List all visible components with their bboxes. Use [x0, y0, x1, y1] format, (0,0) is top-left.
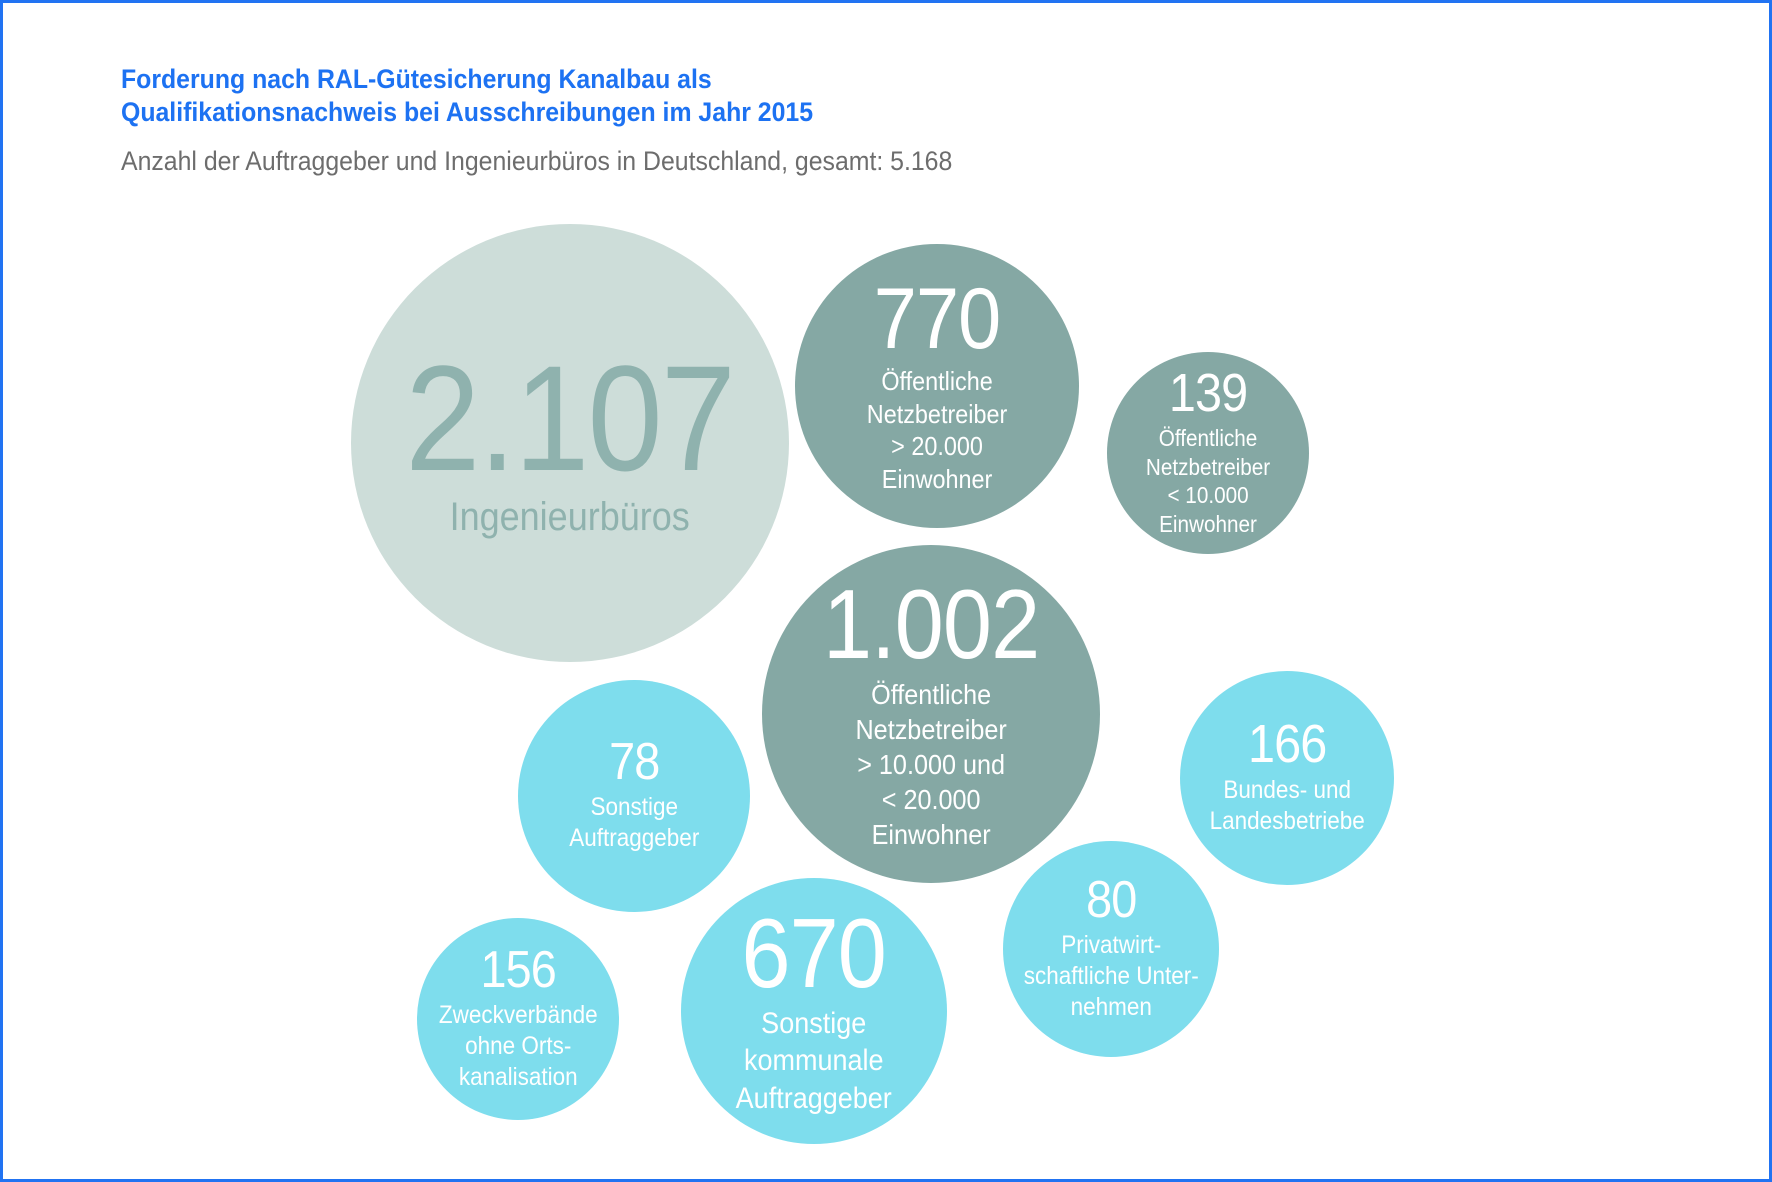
- bubble-value: 139: [1168, 363, 1248, 424]
- chart-subtitle: Anzahl der Auftraggeber und Ingenieurbür…: [121, 146, 953, 176]
- bubble-netzbetreiber-lt-10000: 139 Öffentliche Netzbetreiber < 10.000 E…: [1107, 352, 1309, 554]
- bubble-zweckverbaende: 156 Zweckverbände ohne Orts- kanalisatio…: [417, 918, 619, 1120]
- bubble-label: Privatwirt- schaftliche Unter- nehmen: [1023, 930, 1199, 1022]
- bubble-label: Öffentliche Netzbetreiber > 10.000 und <…: [855, 678, 1007, 850]
- bubble-content: 139 Öffentliche Netzbetreiber < 10.000 E…: [1145, 363, 1271, 539]
- chart-title-line2: Qualifikationsnachweis bei Ausschreibung…: [121, 97, 814, 127]
- bubble-value: 78: [608, 733, 660, 792]
- bubble-value: 156: [480, 940, 556, 999]
- bubble-content: 156 Zweckverbände ohne Orts- kanalisatio…: [438, 940, 598, 1094]
- bubble-label: Ingenieurbüros: [449, 494, 691, 539]
- bubble-value: 670: [741, 897, 887, 1008]
- bubble-content: 80 Privatwirt- schaftliche Unter- nehmen: [1023, 870, 1199, 1024]
- bubble-netzbetreiber-10000-20000: 1.002 Öffentliche Netzbetreiber > 10.000…: [762, 545, 1100, 883]
- bubble-value: 80: [1085, 870, 1137, 929]
- bubble-value: 2.107: [405, 333, 737, 502]
- bubble-ingenieurbueros: 2.107 Ingenieurbüros: [351, 224, 789, 662]
- bubble-privatwirtschaftliche-unternehmen: 80 Privatwirt- schaftliche Unter- nehmen: [1003, 841, 1219, 1057]
- chart-title-line1: Forderung nach RAL-Gütesicherung Kanalba…: [121, 64, 712, 94]
- bubble-netzbetreiber-gt-20000: 770 Öffentliche Netzbetreiber > 20.000 E…: [795, 244, 1079, 528]
- bubble-content: 2.107 Ingenieurbüros: [405, 333, 737, 542]
- bubble-value: 1.002: [822, 569, 1040, 680]
- bubble-label: Öffentliche Netzbetreiber < 10.000 Einwo…: [1145, 424, 1271, 538]
- bubble-value: 166: [1247, 714, 1327, 775]
- bubble-label: Bundes- und Landesbetriebe: [1209, 776, 1365, 836]
- bubble-content: 166 Bundes- und Landesbetriebe: [1209, 714, 1365, 837]
- bubble-label: Sonstige Auftraggeber: [568, 793, 700, 853]
- bubble-label: Öffentliche Netzbetreiber > 20.000 Einwo…: [866, 366, 1008, 494]
- bubble-content: 670 Sonstige kommunale Auftraggeber: [735, 897, 893, 1118]
- chart-title: Forderung nach RAL-Gütesicherung Kanalba…: [121, 63, 873, 129]
- bubble-label: Zweckverbände ohne Orts- kanalisation: [438, 1000, 598, 1092]
- bubble-content: 78 Sonstige Auftraggeber: [568, 733, 700, 854]
- bubble-value: 770: [873, 270, 1001, 367]
- bubble-content: 1.002 Öffentliche Netzbetreiber > 10.000…: [822, 569, 1040, 851]
- bubble-sonstige-auftraggeber: 78 Sonstige Auftraggeber: [518, 680, 750, 912]
- bubble-content: 770 Öffentliche Netzbetreiber > 20.000 E…: [866, 270, 1008, 495]
- bubble-label: Sonstige kommunale Auftraggeber: [735, 1006, 893, 1115]
- bubble-bundes-landesbetriebe: 166 Bundes- und Landesbetriebe: [1180, 671, 1394, 885]
- bubble-sonstige-kommunale-auftraggeber: 670 Sonstige kommunale Auftraggeber: [681, 878, 947, 1144]
